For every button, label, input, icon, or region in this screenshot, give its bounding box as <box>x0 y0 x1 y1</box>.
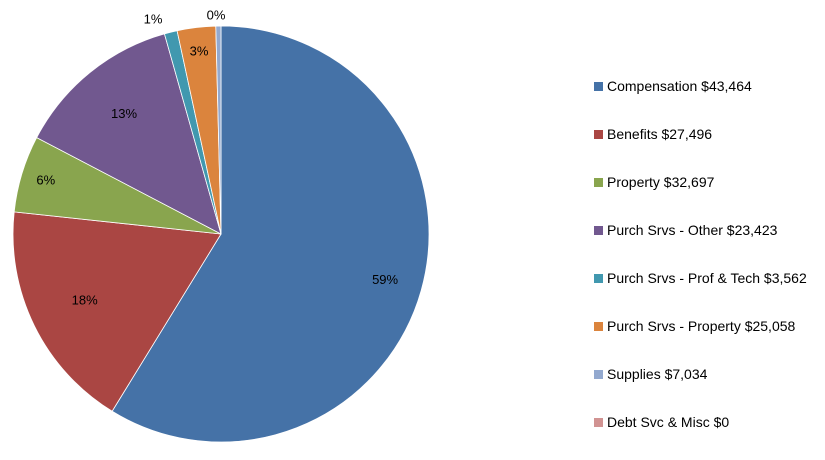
legend-swatch <box>594 417 603 427</box>
legend-label: Purch Srvs - Prof & Tech $3,562 <box>607 270 807 286</box>
pie-slice-purch-srvs-other <box>36 33 222 235</box>
pie-slice-compensation <box>111 25 430 443</box>
legend-swatch <box>594 321 603 331</box>
legend-label: Purch Srvs - Property $25,058 <box>607 318 796 334</box>
legend-item-purch-srvs-other: Purch Srvs - Other $23,423 <box>594 220 807 240</box>
legend-swatch <box>594 273 603 283</box>
slice-label-supplies: 0% <box>207 7 226 22</box>
legend-item-supplies: Supplies $7,034 <box>594 364 807 384</box>
legend-label: Debt Svc & Misc $0 <box>607 414 730 430</box>
slice-label-purch-srvs-property: 3% <box>190 43 209 58</box>
legend-swatch <box>594 129 603 139</box>
legend-item-property: Property $32,697 <box>594 172 807 192</box>
chart-legend: Compensation $43,464 Benefits $27,496 Prop… <box>594 76 807 460</box>
pie-chart: 59% 18% 6% 13% 1% 3% 0% <box>12 7 430 443</box>
legend-item-compensation: Compensation $43,464 <box>594 76 807 96</box>
legend-label: Compensation $43,464 <box>607 78 752 94</box>
legend-item-benefits: Benefits $27,496 <box>594 124 807 144</box>
legend-swatch <box>594 81 603 91</box>
slice-label-purch-srvs-prof-tech: 1% <box>144 11 163 26</box>
pie-slice-supplies <box>215 25 222 235</box>
slice-label-compensation: 59% <box>372 272 398 287</box>
legend-label: Benefits $27,496 <box>607 126 713 142</box>
legend-swatch <box>594 225 603 235</box>
legend-swatch <box>594 177 603 187</box>
pie-slice-benefits <box>12 211 222 412</box>
slice-label-benefits: 18% <box>72 292 98 307</box>
legend-swatch <box>594 369 603 379</box>
slice-label-property: 6% <box>36 172 55 187</box>
legend-label: Supplies $7,034 <box>607 366 708 382</box>
legend-label: Property $32,697 <box>607 174 715 190</box>
legend-item-debt-svc-misc: Debt Svc & Misc $0 <box>594 412 807 432</box>
legend-label: Purch Srvs - Other $23,423 <box>607 222 778 238</box>
legend-item-purch-srvs-prof-tech: Purch Srvs - Prof & Tech $3,562 <box>594 268 807 288</box>
slice-label-purch-srvs-other: 13% <box>111 106 137 121</box>
legend-item-purch-srvs-property: Purch Srvs - Property $25,058 <box>594 316 807 336</box>
